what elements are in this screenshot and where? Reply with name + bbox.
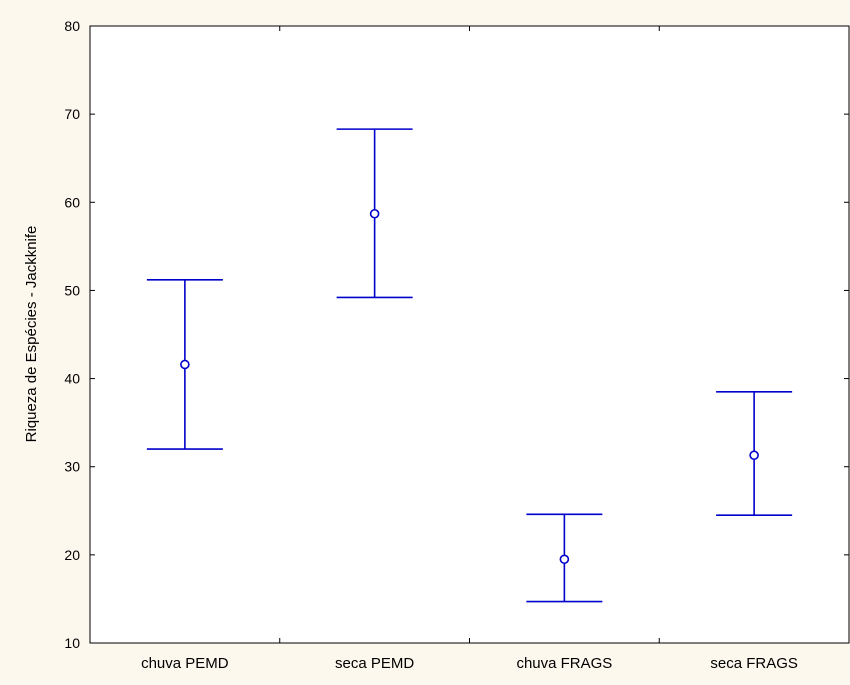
mean-point: [369, 208, 380, 219]
mean-point: [559, 554, 570, 565]
chart-axes: 10 20 30 40 50 60 70 80 chuva PEMD seca PEMD chuva…: [64, 18, 850, 672]
y-tick-label: 60: [64, 194, 80, 210]
y-axis-label: Riqueza de Espécies - Jackknife: [23, 226, 40, 443]
y-tick-label: 40: [64, 371, 80, 387]
chart-marks: [146, 128, 793, 603]
x-tick-label: chuva FRAGS: [516, 655, 612, 672]
y-tick-label: 30: [64, 459, 80, 475]
mean-point: [749, 450, 759, 461]
x-tick-label: seca FRAGS: [710, 655, 798, 672]
y-tick-label: 70: [64, 106, 80, 122]
y-tick-label: 20: [64, 547, 80, 563]
mean-point: [180, 359, 190, 370]
y-tick-label: 10: [64, 635, 80, 651]
x-tick-label: seca PEMD: [335, 655, 414, 672]
y-tick-label: 50: [64, 282, 80, 298]
plot-area: [90, 26, 849, 643]
y-tick-label: 80: [64, 18, 80, 34]
x-tick-label: chuva PEMD: [141, 655, 229, 672]
